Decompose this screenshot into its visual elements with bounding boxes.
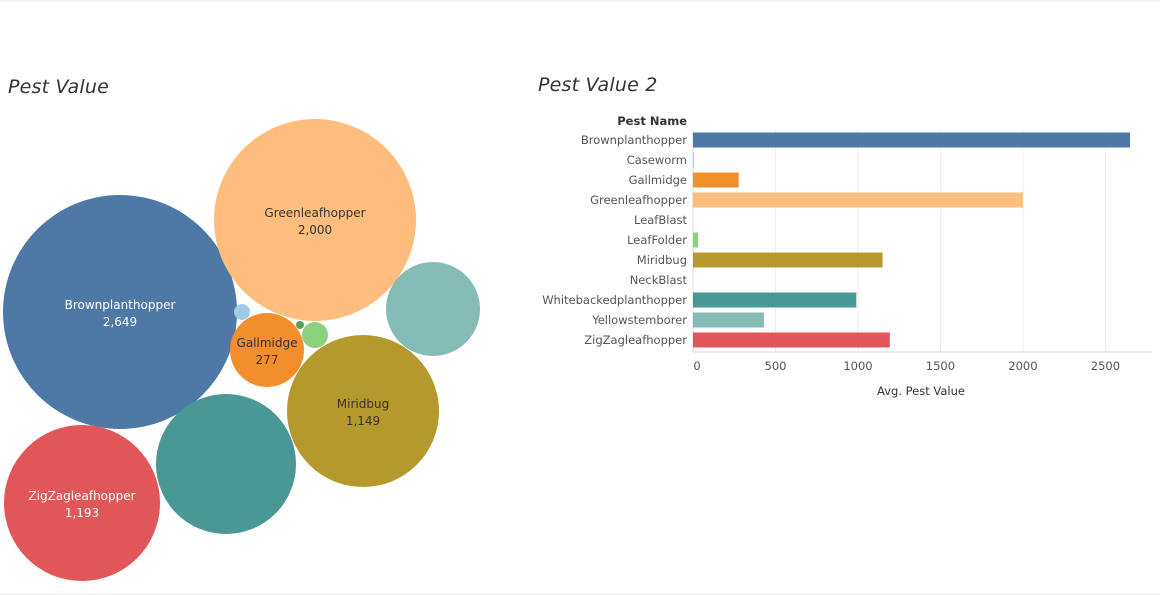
bar-leaffolder[interactable] (693, 232, 698, 248)
bubble-chart: Brownplanthopper 2,649 Greenleafhopper 2,00… (3, 119, 480, 581)
bar-chart-title: Pest Value 2 (538, 74, 658, 96)
x-tick-label: 500 (765, 359, 787, 373)
bubble-brownplanthopper[interactable]: Brownplanthopper 2,649 (3, 195, 237, 429)
bubble-label: ZigZagleafhopper (28, 489, 135, 503)
bubble-label: Gallmidge (237, 336, 298, 350)
bubble-value: 1,193 (65, 506, 99, 520)
x-tick-label: 2500 (1091, 359, 1120, 373)
x-tick-label: 1500 (926, 359, 955, 373)
bar-zigzagleafhopper[interactable] (693, 332, 890, 348)
row-header: Pest Name (617, 114, 687, 128)
bar-category-label: LeafBlast (634, 213, 687, 227)
bubble-value: 1,149 (346, 414, 380, 428)
bubble-whitebackedplanthopper[interactable] (156, 394, 296, 534)
bar-category-label: LeafFolder (627, 233, 687, 247)
bar-yellowstemborer[interactable] (693, 312, 764, 328)
bar-brownplanthopper[interactable] (693, 132, 1130, 148)
bar-category-label: Gallmidge (629, 173, 687, 187)
bubble-value: 2,649 (103, 315, 137, 329)
bubble-value: 277 (256, 353, 279, 367)
bubble-neckblast[interactable] (296, 321, 304, 329)
bubble-label: Brownplanthopper (65, 298, 176, 312)
bar-category-label: Miridbug (637, 253, 687, 267)
top-border (0, 0, 1160, 2)
bar-category-label: ZigZagleafhopper (584, 333, 687, 347)
bar-miridbug[interactable] (693, 252, 883, 268)
x-tick-label: 2000 (1008, 359, 1037, 373)
bubble-label: Greenleafhopper (264, 206, 365, 220)
bubble-zigzagleafhopper[interactable]: ZigZagleafhopper 1,193 (4, 425, 160, 581)
bubble-label: Miridbug (337, 397, 389, 411)
bubble-value: 2,000 (298, 223, 332, 237)
x-tick-label: 1000 (843, 359, 872, 373)
bar-category-label: NeckBlast (630, 273, 688, 287)
bar-category-label: Brownplanthopper (581, 133, 687, 147)
bubble-leaffolder[interactable] (302, 322, 328, 348)
bar-caseworm[interactable] (693, 152, 694, 168)
bar-category-label: Whitebackedplanthopper (542, 293, 687, 307)
bar-gallmidge[interactable] (693, 172, 739, 188)
bubble-miridbug[interactable]: Miridbug 1,149 (287, 335, 439, 487)
bubble-chart-title: Pest Value (8, 76, 109, 98)
x-tick-label: 0 (693, 359, 700, 373)
bar-category-label: Greenleafhopper (590, 193, 687, 207)
bubble-caseworm[interactable] (234, 304, 250, 320)
bubble-yellowstemborer[interactable] (386, 262, 480, 356)
bar-category-label: Yellowstemborer (591, 313, 687, 327)
bubble-greenleafhopper[interactable]: Greenleafhopper 2,000 (214, 119, 416, 321)
bar-whitebackedplanthopper[interactable] (693, 292, 857, 308)
bubble-gallmidge[interactable]: Gallmidge 277 (230, 313, 304, 387)
bottom-border (0, 593, 1160, 595)
bar-category-label: Caseworm (627, 153, 687, 167)
bar-greenleafhopper[interactable] (693, 192, 1023, 208)
x-axis-title: Avg. Pest Value (877, 384, 965, 398)
